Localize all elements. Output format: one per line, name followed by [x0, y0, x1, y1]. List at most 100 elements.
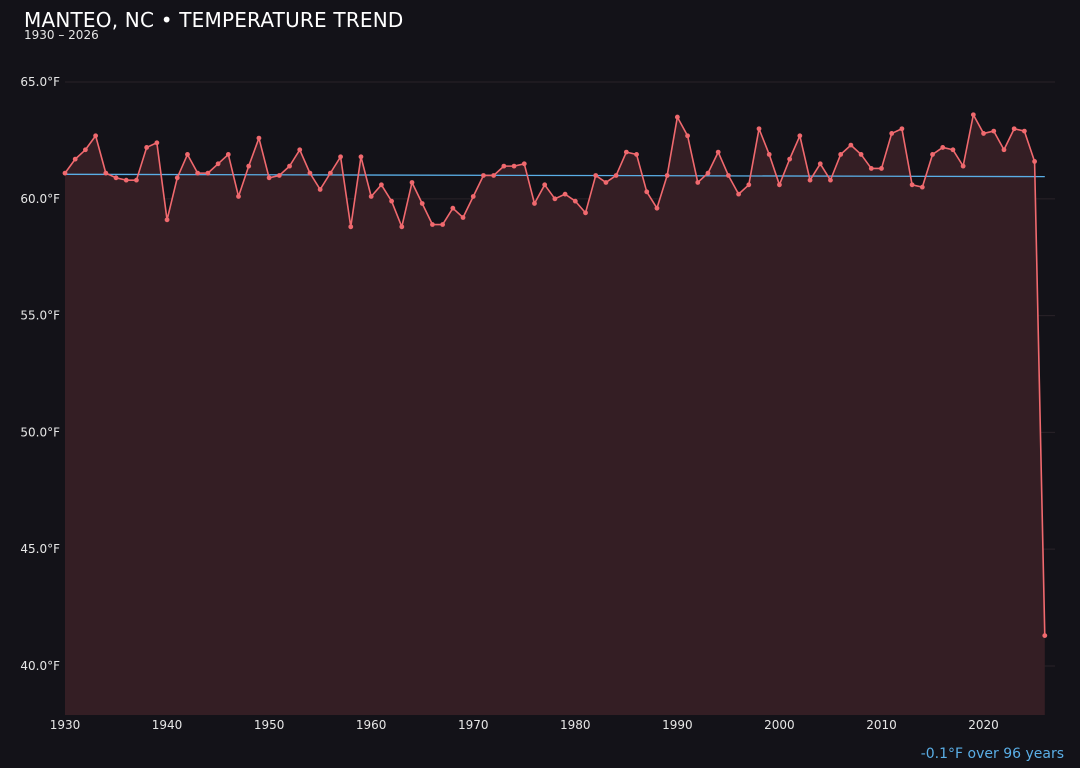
data-point — [236, 194, 241, 199]
data-point — [777, 182, 782, 188]
data-point — [368, 194, 374, 199]
data-point — [430, 222, 435, 227]
data-point — [950, 147, 956, 153]
data-point — [644, 189, 650, 195]
data-point — [246, 163, 252, 169]
data-point — [409, 180, 415, 185]
data-point — [195, 170, 201, 176]
data-point — [103, 170, 109, 176]
data-point — [654, 205, 660, 211]
data-point — [491, 173, 497, 178]
data-point — [807, 177, 813, 183]
data-point — [205, 170, 211, 176]
data-point — [399, 224, 405, 230]
data-point — [899, 126, 905, 132]
data-points-layer — [62, 112, 1048, 638]
data-point — [93, 133, 99, 139]
data-point — [889, 131, 895, 136]
data-point — [1042, 633, 1048, 638]
data-point — [440, 222, 446, 227]
data-point — [327, 170, 333, 176]
data-point — [756, 126, 762, 132]
data-point — [460, 215, 466, 220]
data-point — [583, 210, 588, 216]
x-axis-ticks: 1930 1940 1950 1960 1970 1980 1990 2000 2010 2020 — [50, 718, 999, 732]
data-point — [389, 198, 394, 204]
data-point — [542, 182, 548, 188]
data-point — [868, 166, 874, 171]
y-tick-label: 45.0°F — [20, 542, 60, 556]
data-point — [797, 133, 803, 139]
data-point — [726, 173, 731, 178]
data-point — [338, 154, 343, 160]
data-point — [450, 205, 456, 211]
data-point — [909, 182, 915, 188]
data-point — [1011, 126, 1017, 132]
data-point — [623, 149, 629, 155]
data-point — [787, 156, 793, 162]
data-point — [634, 152, 639, 157]
x-tick-label: 2000 — [764, 718, 795, 732]
chart-title: MANTEO, NC • TEMPERATURE TREND — [24, 8, 404, 32]
data-point — [715, 149, 721, 155]
data-point — [613, 173, 619, 178]
data-point — [419, 201, 425, 206]
data-point — [123, 177, 129, 183]
data-point — [256, 135, 262, 141]
x-tick-label: 1930 — [50, 718, 81, 732]
data-point — [174, 175, 180, 181]
x-tick-label: 1990 — [662, 718, 693, 732]
data-point — [940, 145, 946, 150]
data-point — [378, 182, 384, 188]
x-tick-label: 1960 — [356, 718, 387, 732]
data-point — [225, 152, 231, 157]
data-point — [991, 128, 997, 134]
data-point — [981, 131, 986, 136]
data-point — [593, 173, 599, 178]
data-point — [134, 177, 139, 183]
data-point — [695, 180, 701, 185]
data-point — [481, 173, 486, 178]
y-tick-label: 50.0°F — [20, 425, 60, 439]
data-point — [358, 154, 364, 160]
x-tick-label: 1970 — [458, 718, 489, 732]
data-point — [736, 191, 742, 197]
data-point — [766, 152, 772, 157]
trend-line-layer — [64, 173, 1045, 178]
data-point — [746, 182, 752, 188]
chart-subtitle: 1930 – 2026 — [24, 28, 99, 42]
data-point — [511, 163, 517, 169]
data-point — [603, 180, 609, 185]
data-point — [521, 161, 527, 167]
data-point — [674, 114, 680, 120]
y-tick-label: 65.0°F — [20, 75, 60, 89]
data-point — [848, 142, 854, 148]
data-point — [919, 184, 925, 190]
data-point — [930, 152, 935, 157]
x-tick-label: 1980 — [560, 718, 591, 732]
data-point — [532, 201, 537, 206]
data-point — [685, 133, 690, 139]
data-point — [307, 170, 313, 176]
x-tick-label: 1950 — [254, 718, 285, 732]
data-point — [828, 177, 833, 183]
data-point — [552, 196, 558, 202]
data-point — [562, 191, 568, 197]
x-tick-label: 1940 — [152, 718, 183, 732]
data-point — [1032, 159, 1037, 164]
data-point — [970, 112, 976, 118]
data-point — [276, 173, 282, 178]
data-point — [572, 198, 578, 204]
x-tick-label: 2010 — [866, 718, 897, 732]
data-point — [1001, 147, 1007, 153]
trend-summary: -0.1°F over 96 years — [920, 746, 1064, 762]
trend-line — [64, 173, 1045, 178]
data-point — [838, 152, 844, 157]
data-point — [287, 163, 292, 169]
data-point — [62, 170, 68, 176]
data-point — [664, 173, 670, 178]
data-point — [83, 147, 88, 153]
area-fill-layer — [65, 114, 1045, 716]
y-tick-label: 55.0°F — [20, 309, 60, 323]
